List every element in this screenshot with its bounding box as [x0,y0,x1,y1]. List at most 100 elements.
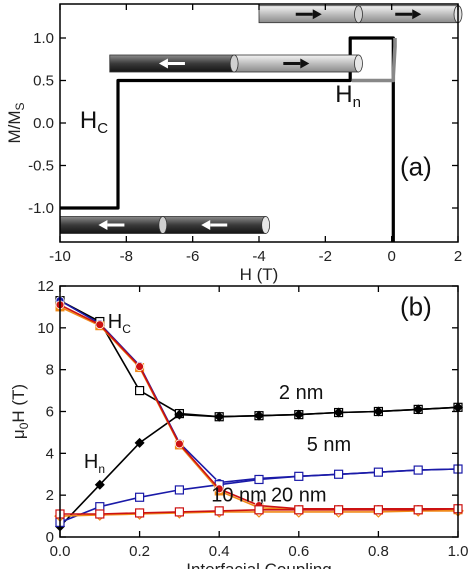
a-x-tick-label: 2 [454,248,462,265]
b-x-tick-label: 0.2 [129,543,150,560]
b-annotation-main: H [84,451,98,473]
b-y-tick-label: 6 [46,404,54,421]
data-point [174,409,185,420]
a-annotation-sub: C [97,120,108,137]
x-axis-title-a: H (T) [240,265,279,284]
arrow-right-icon [395,9,422,20]
b-x-tick-label: 0.6 [288,543,309,560]
b-annotation-main: 20 nm [271,484,327,506]
axes-a: -10 -8 -6 -4 -2 0 2 -1.0 -0.5 0.0 0.5 1.0 [28,3,462,265]
a-annotation: HC [80,107,108,137]
data-point [174,439,184,449]
data-point [135,508,145,518]
a-y-tick-label: 0.0 [33,115,54,132]
magnet-end-cap [354,54,363,73]
a-x-tick-label: -6 [186,248,199,265]
data-point [294,505,304,515]
data-point [95,509,105,519]
data-point [294,471,304,481]
data-point [94,479,105,490]
x-axis-title-a-text: H (T) [240,265,279,284]
data-point [174,485,184,495]
a-x-tick-label: -8 [120,248,133,265]
axes-b: 0.0 0.2 0.4 0.6 0.8 1.0 0 2 4 6 8 10 12 [37,278,468,560]
data-point [413,465,423,475]
magnet-interface [229,54,239,73]
b-annotation-main: 5 nm [307,434,351,456]
b-y-tick-label: 10 [37,320,54,337]
data-point [413,404,424,415]
a-y-tick-label: -0.5 [28,158,54,175]
b-y-tick-label: 0 [46,529,54,546]
hysteresis-series-1 [351,38,397,83]
data-point [254,410,264,421]
panel-label-b: (b) [400,291,432,321]
b-annotation: 10 nm [211,484,267,506]
a-frame [59,3,459,243]
b-annotation: 5 nm [307,434,351,456]
b-annotation-main: 2 nm [279,382,323,404]
b-annotation: 20 nm [271,484,327,506]
b-annotation-main: , [259,484,265,506]
data-point [333,407,344,418]
data-point [134,437,145,448]
magnet-interface [354,5,363,24]
b-annotation-sub: C [122,322,131,336]
panel-label-a: (a) [400,152,432,182]
a-x-tick-label: 0 [387,248,395,265]
b-annotation-sub: n [98,462,105,476]
b-annotation: 2 nm [279,382,323,404]
b-y-tick-label: 12 [37,278,54,295]
data-point [254,505,264,515]
data-point [334,469,344,479]
a-x-tick-label: -10 [49,248,71,265]
magnet-bar-dark [59,216,271,234]
arrow-left-icon [158,58,185,69]
data-point [214,484,224,494]
a-x-tick-label: -2 [319,248,332,265]
data-point [293,409,304,420]
arrow-left-icon [98,220,125,230]
magnet-end-cap [261,216,271,234]
y-axis-title-b-rest: H (T) [9,384,28,423]
data-point [174,507,184,517]
a-annotation: Hn [335,81,361,111]
arrow-right-icon [295,9,322,20]
magnet-bar-light [258,5,463,24]
data-point [135,385,145,396]
b-x-tick-label: 0.8 [368,543,389,560]
data-point [214,506,224,516]
b-x-tick-label: 0.4 [209,543,230,560]
x-axis-title-b: Interfacial Coupling [186,560,332,569]
b-y-tick-label: 2 [46,487,54,504]
a-y-tick-label: -1.0 [28,200,54,217]
y-axis-title-a-sub: S [13,102,27,110]
arrow-left-icon [201,220,228,230]
data-point [254,474,264,485]
b-annotation-main: 10 nm [211,484,267,506]
magnet-bar-mixed [109,54,363,73]
y-axis-title-b-main: μ [9,429,28,439]
b-y-tick-label: 4 [46,445,54,462]
data-point [95,320,105,330]
data-point [413,505,423,515]
b-annotation-main: H [108,311,122,333]
x-axis-title-b-text: Interfacial Coupling [186,560,332,569]
data-point [373,467,383,477]
b-annotation: , [259,484,265,506]
a-annotation-main: H [335,81,352,108]
a-y-tick-label: 1.0 [33,30,54,47]
y-axis-title-b: μ0H (T) [9,384,31,439]
a-y-tick-label: 0.5 [33,73,54,90]
data-point [135,362,145,371]
data-point [334,505,344,515]
data-point [373,406,384,417]
b-annotation: Hn [84,451,105,476]
a-annotation-main: H [80,107,97,134]
arrow-right-icon [283,58,310,69]
